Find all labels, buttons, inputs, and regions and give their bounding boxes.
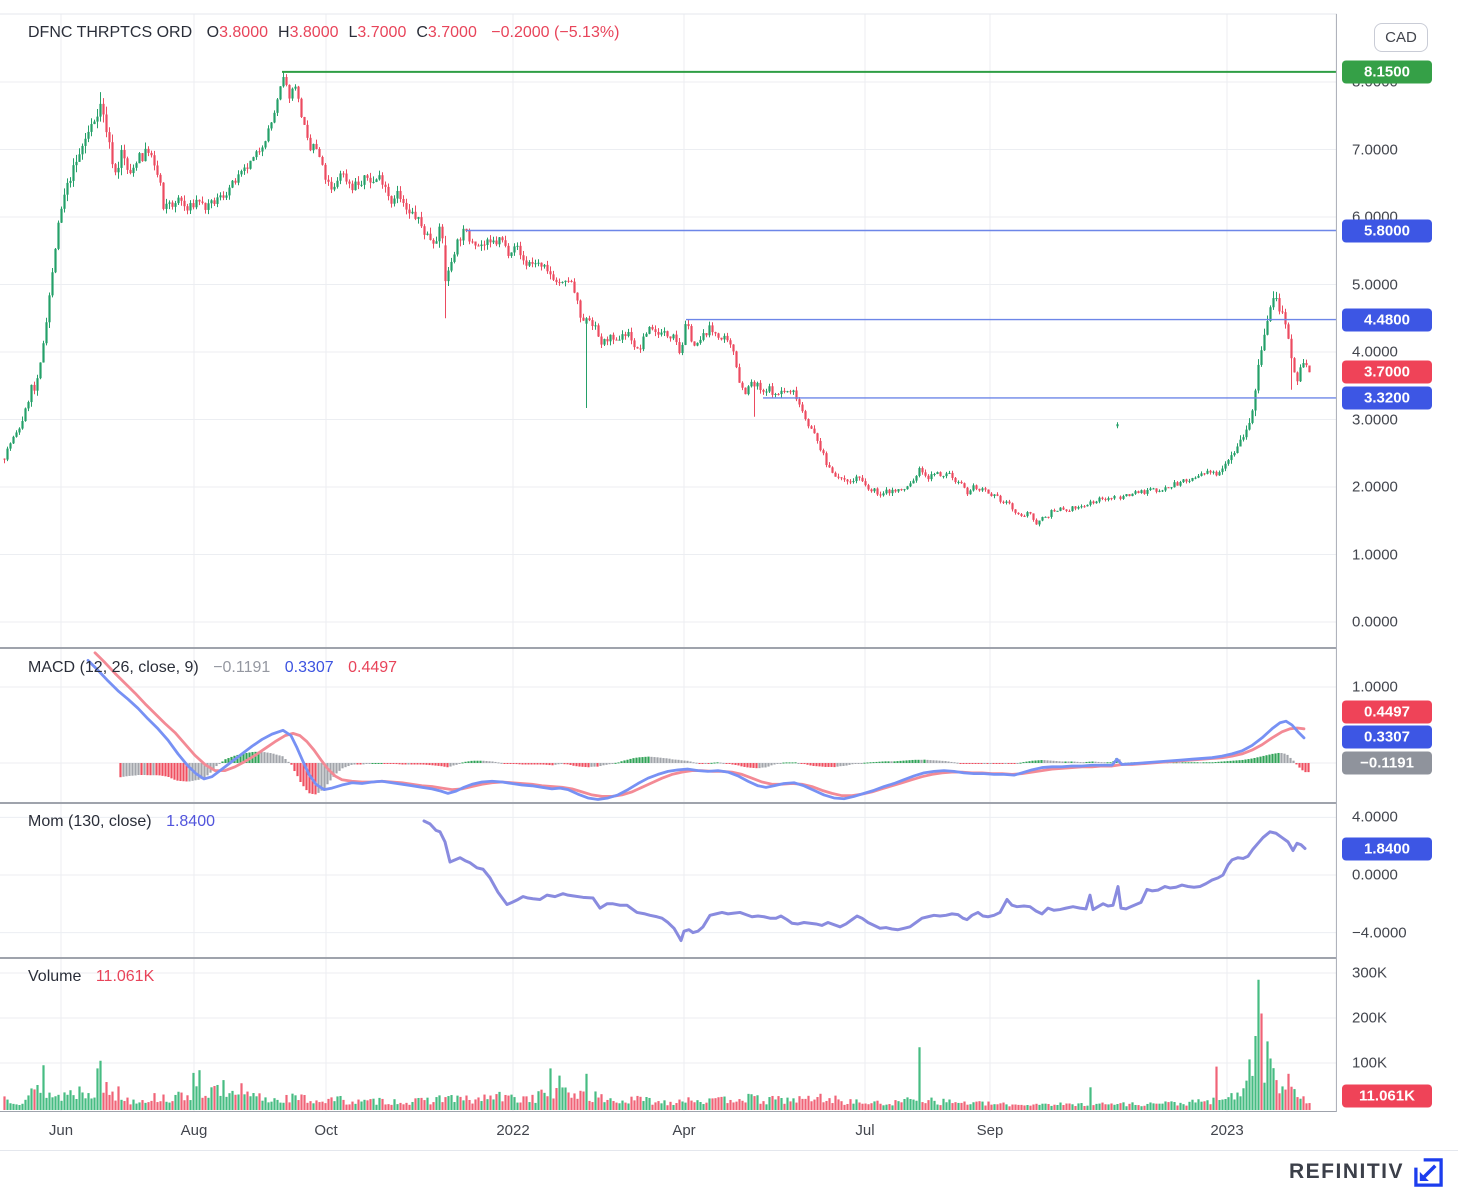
ohlc-value: 3.7000 (357, 24, 407, 41)
ohlc-value: 3.8000 (219, 24, 268, 41)
chart-canvas[interactable] (0, 0, 1337, 1150)
axis-tick-label: 4.0000 (1352, 808, 1398, 826)
ohlc-label: O (206, 24, 220, 41)
ohlc-values: O3.8000 H3.8000 L3.7000 C3.7000 (207, 24, 487, 41)
volume-label: Volume (28, 968, 82, 985)
price-panel-header[interactable]: DFNC THRPTCS ORD O3.8000 H3.8000 L3.7000 C3… (28, 24, 619, 42)
time-tick-label: Aug (180, 1122, 208, 1139)
time-tick-label: 2022 (496, 1122, 530, 1139)
symbol-name: DFNC THRPTCS ORD (28, 24, 193, 41)
time-tick-label: Jun (48, 1122, 74, 1139)
price-level-badge: 3.3200 (1342, 386, 1432, 410)
axis-tick-label: 1.0000 (1352, 546, 1398, 563)
macd-badge: −0.1191 (1342, 751, 1432, 775)
time-tick-label: Apr (672, 1122, 696, 1139)
volume-panel-header[interactable]: Volume 11.061K (28, 968, 154, 986)
volume-badge: 11.061K (1342, 1084, 1432, 1108)
macd-badge: 0.3307 (1342, 725, 1432, 749)
refinitiv-wordmark: REFINITIV (1288, 1160, 1404, 1183)
axis-tick-label: 7.0000 (1352, 141, 1398, 158)
macd-badge: 0.4497 (1342, 700, 1432, 724)
refinitiv-icon (1414, 1157, 1443, 1187)
mom-value: 1.8400 (166, 813, 215, 830)
mom-panel-header[interactable]: Mom (130, close) 1.8400 (28, 813, 215, 831)
currency-badge[interactable]: CAD (1374, 23, 1428, 52)
price-level-badge: 8.1500 (1342, 60, 1432, 84)
price-change: −0.2000 (−5.13%) (491, 24, 620, 41)
mom-label: Mom (130, close) (28, 813, 152, 830)
macd-panel-header[interactable]: MACD (12, 26, close, 9) −0.1191 0.3307 0… (28, 659, 397, 677)
axis-tick-label: 1.0000 (1352, 678, 1398, 696)
axis-tick-label: 300K (1352, 964, 1388, 982)
mom-badge: 1.8400 (1342, 837, 1432, 860)
axis-tick-label: 3.0000 (1352, 411, 1398, 428)
ohlc-label: C (416, 24, 428, 41)
axis-tick-label: 5.0000 (1352, 276, 1398, 293)
time-tick-label: Sep (976, 1122, 1004, 1139)
macd-hist-value: −0.1191 (213, 659, 271, 676)
axis-tick-label: −4.0000 (1352, 924, 1407, 942)
ohlc-value: 3.7000 (427, 24, 477, 41)
macd-line-value: 0.3307 (284, 659, 334, 676)
axis-tick-label: 100K (1352, 1054, 1388, 1072)
time-tick-label: Oct (314, 1122, 338, 1139)
ohlc-label: H (278, 24, 290, 41)
time-tick-label: 2023 (1210, 1122, 1244, 1139)
price-level-badge: 4.4800 (1342, 308, 1432, 332)
ohlc-value: 3.8000 (289, 24, 339, 41)
axis-tick-label: 0.0000 (1352, 613, 1398, 631)
macd-label: MACD (12, 26, close, 9) (28, 659, 199, 676)
volume-value: 11.061K (95, 968, 155, 985)
refinitiv-logo[interactable]: REFINITIV (1289, 1155, 1444, 1189)
last-price-badge: 3.7000 (1342, 360, 1432, 384)
price-axis[interactable]: 8.00007.00006.00005.00004.00003.00002.00… (1337, 0, 1458, 1150)
axis-tick-label: 0.0000 (1352, 866, 1398, 884)
axis-tick-label: 4.0000 (1352, 343, 1398, 361)
time-axis[interactable]: Jun Aug Oct 2022 Apr Jul Sep 2023 (0, 1112, 1337, 1151)
price-level-badge: 5.8000 (1342, 219, 1432, 242)
macd-signal-value: 0.4497 (348, 659, 398, 676)
time-tick-label: Jul (855, 1122, 875, 1139)
ohlc-label: L (348, 24, 358, 41)
axis-tick-label: 2.0000 (1352, 478, 1398, 496)
axis-tick-label: 200K (1352, 1009, 1388, 1027)
